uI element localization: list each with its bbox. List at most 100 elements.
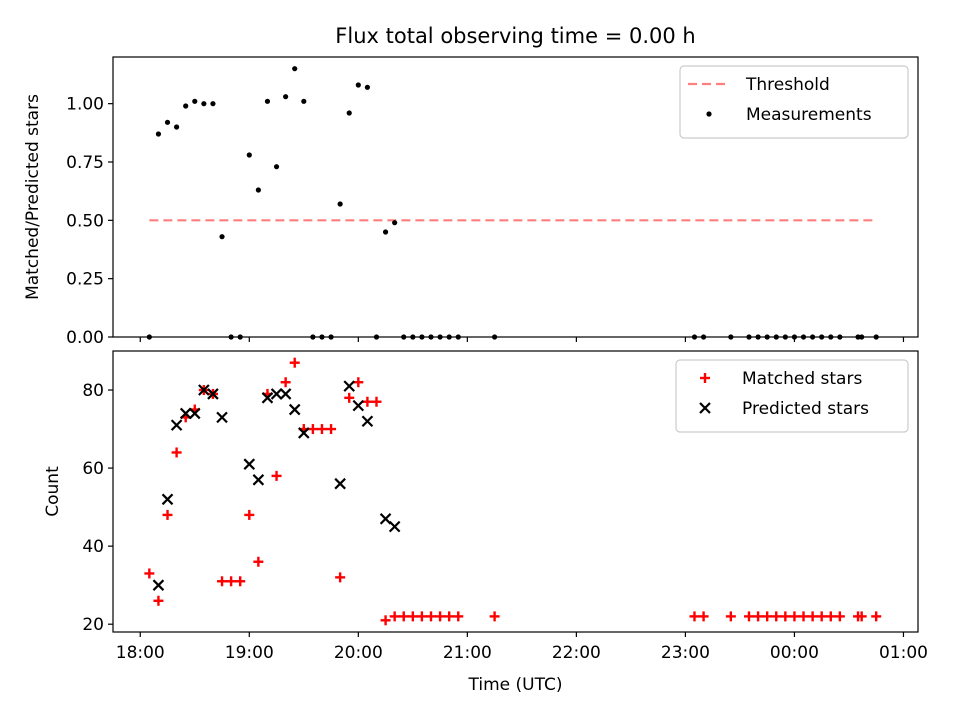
x-b — [279, 388, 292, 400]
data-point — [244, 509, 255, 520]
y-tick-label: 80 — [82, 381, 104, 401]
data-point — [210, 101, 216, 107]
data-point — [255, 187, 261, 193]
x-b — [152, 579, 165, 591]
data-point — [264, 98, 271, 104]
data-point — [289, 357, 300, 368]
x-b — [207, 388, 219, 400]
axes-frame — [112, 350, 919, 633]
data-point — [825, 611, 836, 622]
y-tick-label: 40 — [82, 537, 104, 557]
legend-label: Threshold — [745, 75, 830, 95]
x-b — [361, 415, 374, 428]
data-point — [270, 388, 283, 400]
data-point — [364, 84, 371, 90]
y-tick-label: 60 — [82, 459, 104, 479]
data-point — [816, 611, 827, 622]
data-point — [188, 407, 201, 420]
y-tick-label: 1.00 — [66, 95, 104, 115]
data-point — [389, 611, 400, 622]
x-b — [216, 411, 228, 424]
data-point — [316, 424, 327, 435]
data-point — [273, 164, 280, 170]
data-point — [216, 411, 228, 424]
data-point — [453, 611, 464, 622]
ratio-panel: Flux total observing time = 0.00 h 0.00 0.… — [23, 24, 919, 348]
data-point — [444, 611, 455, 622]
data-point — [380, 615, 391, 626]
data-point — [798, 611, 809, 622]
data-point — [283, 94, 289, 100]
series-measurements — [146, 66, 879, 340]
data-point — [416, 611, 427, 622]
data-point — [252, 474, 265, 486]
x-tick-label: 20:00 — [334, 643, 383, 663]
data-point — [192, 98, 198, 104]
data-point — [361, 415, 374, 428]
x-tick-label: 18:00 — [116, 643, 165, 663]
data-point — [744, 611, 755, 622]
data-point — [235, 576, 246, 587]
data-point — [226, 576, 237, 587]
data-point — [407, 611, 418, 622]
data-point — [871, 611, 882, 622]
data-point — [725, 611, 736, 622]
data-point — [179, 407, 192, 420]
x-b — [161, 493, 174, 506]
data-point — [771, 611, 782, 622]
axes-frame — [112, 56, 919, 338]
data-point — [183, 103, 189, 109]
x-b — [188, 407, 201, 420]
data-point — [362, 396, 373, 407]
legend-label: Matched stars — [742, 369, 862, 389]
data-point — [301, 98, 307, 104]
data-point — [219, 234, 225, 240]
x-tick-label: 22:00 — [552, 643, 601, 663]
data-point — [207, 388, 219, 400]
data-point — [355, 82, 361, 88]
data-point — [762, 611, 773, 622]
data-point — [201, 101, 207, 107]
data-point — [856, 611, 867, 622]
x-tick-label: 19:00 — [225, 643, 274, 663]
x-b — [179, 407, 192, 420]
data-point — [153, 595, 164, 606]
y-axis-label: Count — [43, 466, 63, 517]
data-point — [155, 131, 162, 137]
data-point — [344, 392, 355, 403]
data-point — [807, 611, 818, 622]
data-point — [371, 396, 382, 407]
data-point — [271, 470, 282, 481]
y-tick-label: 20 — [82, 615, 104, 635]
data-point — [217, 576, 228, 587]
legend: Matched stars Predicted stars — [675, 359, 909, 433]
data-point — [144, 568, 155, 579]
x-b — [343, 380, 356, 392]
data-point — [379, 513, 392, 525]
x-b — [699, 402, 711, 414]
data-point — [489, 611, 500, 622]
data-point — [280, 377, 291, 388]
data-point — [171, 447, 182, 458]
data-point — [198, 384, 210, 396]
data-point — [388, 520, 401, 533]
data-point — [307, 424, 318, 435]
legend-label: Measurements — [746, 105, 872, 125]
legend-box — [679, 65, 909, 139]
legend-box — [675, 359, 909, 433]
data-point — [261, 392, 274, 404]
chart-title: Flux total observing time = 0.00 h — [335, 24, 695, 48]
data-point — [246, 152, 252, 158]
x-b — [388, 520, 401, 533]
x-b — [270, 388, 283, 400]
data-point — [334, 477, 346, 490]
data-point — [780, 611, 791, 622]
data-point — [382, 229, 389, 235]
data-point — [164, 119, 171, 125]
data-point — [343, 380, 356, 392]
data-point — [698, 611, 709, 622]
data-point — [753, 611, 764, 622]
data-point — [426, 611, 437, 622]
data-point — [279, 388, 292, 400]
